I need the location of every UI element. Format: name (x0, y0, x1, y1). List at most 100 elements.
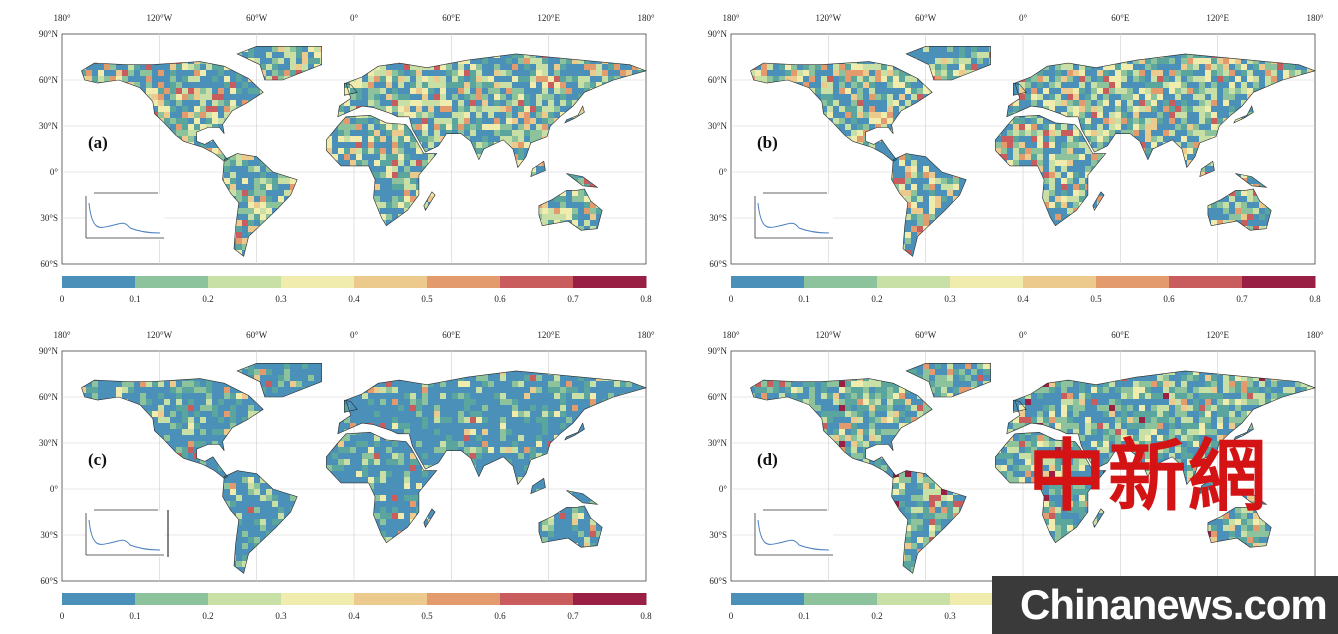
data-cell (260, 178, 266, 184)
data-cell (392, 202, 398, 208)
data-cell (869, 82, 875, 88)
data-cell (404, 196, 410, 202)
data-cell (266, 178, 272, 184)
data-cell (1205, 64, 1211, 70)
data-cell (458, 70, 464, 76)
data-cell (1061, 166, 1067, 172)
data-cell (1103, 130, 1109, 136)
data-cell (1043, 178, 1049, 184)
data-cell (560, 100, 566, 106)
data-cell (1199, 166, 1205, 172)
data-cell (845, 124, 851, 130)
data-cell (1019, 142, 1025, 148)
data-cell (947, 76, 953, 82)
data-cell (230, 184, 236, 190)
data-cell (1043, 142, 1049, 148)
data-cell (482, 124, 488, 130)
data-cell (236, 160, 242, 166)
data-cell (1235, 64, 1241, 70)
data-cell (1097, 196, 1103, 202)
data-cell (212, 76, 218, 82)
data-cell (917, 94, 923, 100)
data-cell (224, 100, 230, 106)
data-cell (1259, 214, 1265, 220)
data-cell (530, 172, 536, 178)
data-cell (254, 166, 260, 172)
data-cell (392, 196, 398, 202)
data-cell (452, 124, 458, 130)
data-cell (392, 88, 398, 94)
data-cell (1205, 76, 1211, 82)
data-cell (440, 118, 446, 124)
data-cell (248, 208, 254, 214)
data-cell (230, 190, 236, 196)
data-cell (923, 88, 929, 94)
data-cell (941, 178, 947, 184)
data-cell (887, 106, 893, 112)
data-cell (170, 64, 176, 70)
data-cell (398, 124, 404, 130)
data-cell (386, 124, 392, 130)
data-cell (206, 106, 212, 112)
data-cell (1241, 88, 1247, 94)
data-cell (326, 148, 332, 154)
data-cell (404, 106, 410, 112)
data-cell (416, 88, 422, 94)
data-cell (1031, 118, 1037, 124)
data-cell (1175, 82, 1181, 88)
data-cell (1175, 106, 1181, 112)
data-cell (1223, 76, 1229, 82)
data-cell (1097, 154, 1103, 160)
data-cell (1133, 112, 1139, 118)
data-cell (368, 148, 374, 154)
data-cell (1061, 124, 1067, 130)
data-cell (1079, 142, 1085, 148)
data-cell (929, 208, 935, 214)
data-cell (542, 214, 548, 220)
data-cell (857, 112, 863, 118)
colorbar-segment (573, 276, 647, 288)
data-cell (368, 136, 374, 142)
data-cell (578, 82, 584, 88)
data-cell (1091, 112, 1097, 118)
data-cell (1079, 178, 1085, 184)
data-cell (1049, 130, 1055, 136)
data-cell (1109, 118, 1115, 124)
data-cell (392, 106, 398, 112)
data-cell (398, 106, 404, 112)
data-cell (1217, 70, 1223, 76)
data-cell (272, 178, 278, 184)
colorbar-segment (62, 276, 136, 288)
data-cell (254, 202, 260, 208)
data-cell (875, 112, 881, 118)
data-cell (899, 82, 905, 88)
data-cell (1139, 88, 1145, 94)
data-cell (626, 70, 632, 76)
data-cell (839, 76, 845, 82)
data-cell (851, 118, 857, 124)
data-cell (833, 70, 839, 76)
data-cell (869, 76, 875, 82)
data-cell (380, 172, 386, 178)
data-cell (356, 148, 362, 154)
data-cell (488, 88, 494, 94)
data-cell (374, 130, 380, 136)
data-cell (548, 82, 554, 88)
data-cell (344, 130, 350, 136)
data-cell (1043, 172, 1049, 178)
data-cell (857, 70, 863, 76)
data-cell (350, 88, 356, 94)
data-cell (1139, 142, 1145, 148)
data-cell (1055, 76, 1061, 82)
data-cell (476, 142, 482, 148)
data-cell (224, 82, 230, 88)
data-cell (1025, 148, 1031, 154)
data-cell (392, 166, 398, 172)
data-cell (518, 112, 524, 118)
data-cell (416, 64, 422, 70)
data-cell (1187, 106, 1193, 112)
data-cell (1121, 88, 1127, 94)
data-cell (857, 124, 863, 130)
data-cell (176, 118, 182, 124)
data-cell (935, 70, 941, 76)
